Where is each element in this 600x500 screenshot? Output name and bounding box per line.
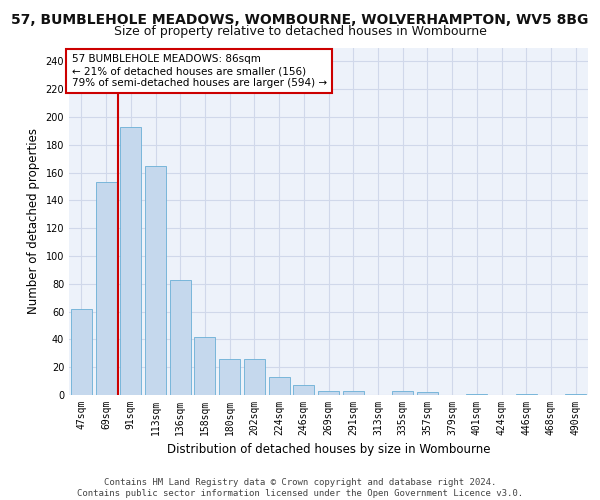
Bar: [219, 359, 240, 395]
Bar: [71, 309, 92, 395]
Bar: [194, 336, 215, 395]
Bar: [466, 394, 487, 395]
Bar: [293, 386, 314, 395]
Bar: [120, 126, 141, 395]
Text: Contains HM Land Registry data © Crown copyright and database right 2024.
Contai: Contains HM Land Registry data © Crown c…: [77, 478, 523, 498]
Bar: [145, 166, 166, 395]
Bar: [565, 394, 586, 395]
Text: 57 BUMBLEHOLE MEADOWS: 86sqm
← 21% of detached houses are smaller (156)
79% of s: 57 BUMBLEHOLE MEADOWS: 86sqm ← 21% of de…: [71, 54, 327, 88]
Bar: [269, 377, 290, 395]
Text: Size of property relative to detached houses in Wombourne: Size of property relative to detached ho…: [113, 25, 487, 38]
Bar: [343, 391, 364, 395]
Bar: [516, 394, 537, 395]
Bar: [95, 182, 116, 395]
Bar: [318, 391, 339, 395]
Bar: [170, 280, 191, 395]
Bar: [244, 359, 265, 395]
Text: 57, BUMBLEHOLE MEADOWS, WOMBOURNE, WOLVERHAMPTON, WV5 8BG: 57, BUMBLEHOLE MEADOWS, WOMBOURNE, WOLVE…: [11, 12, 589, 26]
X-axis label: Distribution of detached houses by size in Wombourne: Distribution of detached houses by size …: [167, 444, 490, 456]
Y-axis label: Number of detached properties: Number of detached properties: [27, 128, 40, 314]
Bar: [417, 392, 438, 395]
Bar: [392, 391, 413, 395]
